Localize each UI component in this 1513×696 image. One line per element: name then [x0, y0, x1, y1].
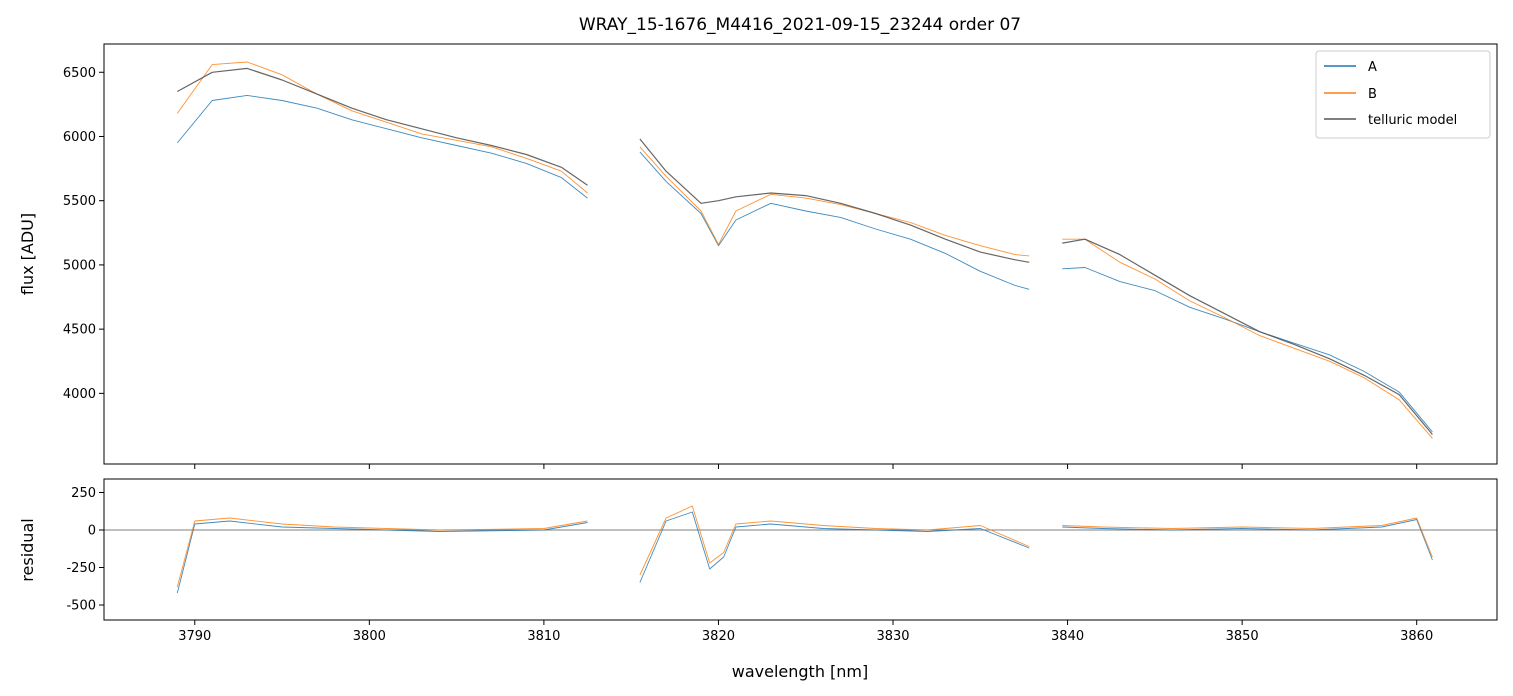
legend-box	[1315, 50, 1491, 139]
bottom-panel-frame	[103, 478, 1498, 621]
top-y-tick-label: 4500	[63, 323, 96, 338]
top-series-a-segment-1	[639, 151, 1030, 290]
top-y-tick-label: 5500	[63, 194, 96, 209]
top-y-tick-label: 4000	[63, 387, 96, 402]
legend: A B telluric model	[1315, 50, 1491, 139]
bottom-x-axis: 3790 3800 3810 3820 3830 3840 3850 3860	[178, 620, 1433, 644]
bottom-x-tick-label: 3830	[876, 629, 909, 644]
top-y-tick-label: 5000	[63, 258, 96, 273]
bottom-series-b-segment-2	[1062, 517, 1433, 558]
bottom-y-tick-label: -500	[66, 599, 96, 614]
bottom-x-tick-label: 3820	[702, 629, 735, 644]
legend-label-a: A	[1368, 60, 1377, 75]
bottom-y-tick-label: 250	[71, 486, 96, 501]
bottom-series-a-segment-2	[1062, 519, 1433, 561]
bottom-y-tick-label: -250	[66, 561, 96, 576]
bottom-series-a-segment-0	[176, 520, 588, 594]
bottom-x-tick-label: 3790	[178, 629, 211, 644]
top-y-tick-label: 6500	[63, 66, 96, 81]
chart-title: WRAY_15-1676_M4416_2021-09-15_23244 orde…	[579, 15, 1021, 35]
bottom-plot-area	[104, 505, 1497, 594]
bottom-series-b-segment-1	[639, 505, 1030, 576]
bottom-x-tick-label: 3810	[527, 629, 560, 644]
top-series-a-segment-0	[176, 94, 588, 199]
bottom-x-tick-label: 3840	[1051, 629, 1084, 644]
top-panel-background	[104, 44, 1497, 464]
top-series-b-segment-2	[1062, 238, 1433, 439]
legend-label-b: B	[1368, 87, 1377, 102]
legend-label-telluric: telluric model	[1368, 113, 1457, 128]
bottom-series-b-segment-0	[176, 517, 588, 588]
bottom-y-axis-label: residual	[18, 518, 37, 581]
top-series-telluric-model-segment-2	[1062, 238, 1433, 435]
top-y-axis: 4000 4500 5000 5500 6000 6500	[63, 66, 104, 402]
top-plot-area	[176, 61, 1433, 439]
top-y-tick-label: 6000	[63, 130, 96, 145]
bottom-panel-background	[104, 479, 1497, 620]
top-panel-frame	[103, 43, 1498, 465]
bottom-x-tick-label: 3860	[1400, 629, 1433, 644]
bottom-x-tick-label: 3850	[1226, 629, 1259, 644]
top-y-axis-label: flux [ADU]	[18, 213, 37, 295]
top-series-a-segment-2	[1062, 267, 1433, 433]
bottom-y-tick-label: 0	[88, 524, 96, 539]
top-series-b-segment-0	[176, 61, 588, 194]
top-series-telluric-model-segment-0	[177, 67, 588, 186]
bottom-y-axis: -500 -250 0 250	[66, 486, 104, 614]
bottom-x-tick-label: 3800	[353, 629, 386, 644]
top-series-b-segment-1	[639, 146, 1030, 257]
top-series-telluric-model-segment-1	[639, 138, 1030, 263]
x-axis-label: wavelength [nm]	[732, 662, 869, 681]
bottom-series-a-segment-1	[639, 511, 1030, 583]
top-x-axis	[194, 464, 1418, 469]
